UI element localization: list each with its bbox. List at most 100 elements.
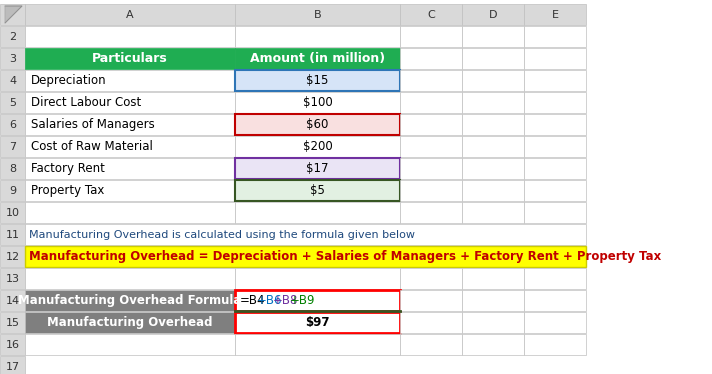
- Text: B: B: [314, 9, 321, 19]
- FancyBboxPatch shape: [400, 202, 462, 223]
- FancyBboxPatch shape: [524, 26, 586, 47]
- FancyBboxPatch shape: [524, 290, 586, 311]
- Text: $15: $15: [306, 74, 329, 87]
- FancyBboxPatch shape: [462, 312, 524, 333]
- Text: C: C: [427, 9, 435, 19]
- FancyBboxPatch shape: [25, 26, 235, 47]
- FancyBboxPatch shape: [400, 180, 462, 201]
- Text: Manufacturing Overhead Formula: Manufacturing Overhead Formula: [19, 294, 241, 307]
- Text: $60: $60: [306, 118, 329, 131]
- FancyBboxPatch shape: [400, 70, 462, 91]
- Text: Manufacturing Overhead = Depreciation + Salaries of Managers + Factory Rent + Pr: Manufacturing Overhead = Depreciation + …: [29, 250, 661, 263]
- FancyBboxPatch shape: [462, 114, 524, 135]
- FancyBboxPatch shape: [25, 136, 235, 157]
- Text: 5: 5: [9, 98, 16, 107]
- FancyBboxPatch shape: [462, 180, 524, 201]
- FancyBboxPatch shape: [462, 48, 524, 69]
- Text: 8: 8: [9, 163, 16, 174]
- FancyBboxPatch shape: [0, 114, 25, 135]
- FancyBboxPatch shape: [462, 92, 524, 113]
- FancyBboxPatch shape: [0, 202, 25, 223]
- FancyBboxPatch shape: [400, 136, 462, 157]
- Text: Amount (in million): Amount (in million): [250, 52, 385, 65]
- Text: Factory Rent: Factory Rent: [31, 162, 105, 175]
- FancyBboxPatch shape: [400, 290, 462, 311]
- FancyBboxPatch shape: [25, 92, 235, 113]
- FancyBboxPatch shape: [25, 224, 586, 245]
- FancyBboxPatch shape: [0, 246, 25, 267]
- FancyBboxPatch shape: [524, 158, 586, 179]
- FancyBboxPatch shape: [0, 312, 25, 333]
- Text: 10: 10: [6, 208, 19, 218]
- Text: +B9: +B9: [290, 294, 315, 307]
- FancyBboxPatch shape: [235, 4, 400, 25]
- FancyBboxPatch shape: [524, 312, 586, 333]
- FancyBboxPatch shape: [524, 48, 586, 69]
- Text: 12: 12: [6, 251, 19, 261]
- FancyBboxPatch shape: [462, 70, 524, 91]
- FancyBboxPatch shape: [25, 158, 235, 179]
- FancyBboxPatch shape: [524, 202, 586, 223]
- FancyBboxPatch shape: [25, 202, 235, 223]
- FancyBboxPatch shape: [0, 158, 25, 179]
- FancyBboxPatch shape: [524, 70, 586, 91]
- FancyBboxPatch shape: [524, 268, 586, 289]
- Text: 15: 15: [6, 318, 19, 328]
- FancyBboxPatch shape: [0, 92, 25, 113]
- FancyBboxPatch shape: [462, 202, 524, 223]
- FancyBboxPatch shape: [462, 136, 524, 157]
- Text: $97: $97: [305, 316, 330, 329]
- Text: D: D: [488, 9, 497, 19]
- Text: $200: $200: [303, 140, 333, 153]
- FancyBboxPatch shape: [524, 114, 586, 135]
- FancyBboxPatch shape: [25, 180, 235, 201]
- FancyBboxPatch shape: [0, 268, 25, 289]
- Text: +B6: +B6: [256, 294, 282, 307]
- FancyBboxPatch shape: [462, 290, 524, 311]
- FancyBboxPatch shape: [0, 180, 25, 201]
- FancyBboxPatch shape: [25, 4, 235, 25]
- FancyBboxPatch shape: [0, 70, 25, 91]
- FancyBboxPatch shape: [524, 180, 586, 201]
- Text: 11: 11: [6, 230, 19, 239]
- Text: $100: $100: [303, 96, 333, 109]
- FancyBboxPatch shape: [0, 136, 25, 157]
- FancyBboxPatch shape: [235, 158, 400, 179]
- Text: A: A: [126, 9, 134, 19]
- FancyBboxPatch shape: [524, 136, 586, 157]
- FancyBboxPatch shape: [235, 70, 400, 91]
- FancyBboxPatch shape: [25, 70, 235, 91]
- FancyBboxPatch shape: [235, 312, 400, 333]
- FancyBboxPatch shape: [0, 4, 25, 25]
- Text: E: E: [552, 9, 558, 19]
- FancyBboxPatch shape: [462, 4, 524, 25]
- Text: 7: 7: [9, 141, 16, 151]
- FancyBboxPatch shape: [235, 202, 400, 223]
- FancyBboxPatch shape: [400, 334, 462, 355]
- Text: 2: 2: [9, 31, 16, 42]
- FancyBboxPatch shape: [25, 246, 586, 267]
- FancyBboxPatch shape: [400, 158, 462, 179]
- FancyBboxPatch shape: [235, 268, 400, 289]
- FancyBboxPatch shape: [400, 4, 462, 25]
- FancyBboxPatch shape: [462, 26, 524, 47]
- Text: Direct Labour Cost: Direct Labour Cost: [31, 96, 141, 109]
- FancyBboxPatch shape: [0, 290, 25, 311]
- FancyBboxPatch shape: [462, 334, 524, 355]
- FancyBboxPatch shape: [0, 334, 25, 355]
- Text: Manufacturing Overhead: Manufacturing Overhead: [47, 316, 213, 329]
- Text: Cost of Raw Material: Cost of Raw Material: [31, 140, 153, 153]
- FancyBboxPatch shape: [0, 48, 25, 69]
- FancyBboxPatch shape: [524, 4, 586, 25]
- FancyBboxPatch shape: [462, 268, 524, 289]
- Text: 14: 14: [6, 295, 19, 306]
- Text: Manufacturing Overhead is calculated using the formula given below: Manufacturing Overhead is calculated usi…: [29, 230, 415, 239]
- FancyBboxPatch shape: [462, 158, 524, 179]
- FancyBboxPatch shape: [235, 26, 400, 47]
- FancyBboxPatch shape: [0, 356, 25, 374]
- FancyBboxPatch shape: [235, 290, 400, 311]
- FancyBboxPatch shape: [400, 268, 462, 289]
- Text: 3: 3: [9, 53, 16, 64]
- FancyBboxPatch shape: [524, 92, 586, 113]
- FancyBboxPatch shape: [25, 48, 235, 69]
